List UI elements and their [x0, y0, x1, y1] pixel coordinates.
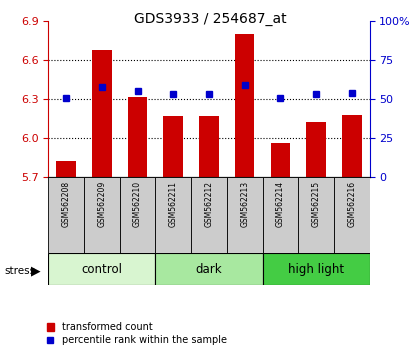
Bar: [262, 253, 370, 285]
Bar: [262, 177, 298, 253]
Bar: [56, 161, 76, 177]
Text: GSM562215: GSM562215: [312, 181, 320, 227]
Text: ▶: ▶: [31, 264, 40, 277]
Bar: [48, 253, 155, 285]
Bar: [155, 253, 262, 285]
Bar: [92, 50, 112, 177]
Text: GSM562214: GSM562214: [276, 181, 285, 227]
Text: GSM562212: GSM562212: [205, 181, 213, 227]
Bar: [306, 122, 326, 177]
Bar: [155, 177, 191, 253]
Bar: [199, 116, 219, 177]
Bar: [342, 115, 362, 177]
Bar: [235, 34, 255, 177]
Bar: [270, 143, 290, 177]
Bar: [128, 97, 147, 177]
Bar: [227, 177, 262, 253]
Text: control: control: [81, 263, 122, 275]
Text: GDS3933 / 254687_at: GDS3933 / 254687_at: [134, 12, 286, 27]
Bar: [120, 177, 155, 253]
Bar: [334, 177, 370, 253]
Legend: transformed count, percentile rank within the sample: transformed count, percentile rank withi…: [43, 319, 231, 349]
Bar: [48, 177, 84, 253]
Text: GSM562210: GSM562210: [133, 181, 142, 227]
Text: GSM562209: GSM562209: [97, 181, 106, 227]
Bar: [191, 177, 227, 253]
Text: GSM562208: GSM562208: [62, 181, 71, 227]
Text: high light: high light: [288, 263, 344, 275]
Bar: [163, 116, 183, 177]
Bar: [84, 177, 120, 253]
Bar: [298, 177, 334, 253]
Text: GSM562211: GSM562211: [169, 181, 178, 227]
Text: stress: stress: [4, 266, 35, 276]
Text: GSM562213: GSM562213: [240, 181, 249, 227]
Text: dark: dark: [196, 263, 222, 275]
Text: GSM562216: GSM562216: [347, 181, 356, 227]
